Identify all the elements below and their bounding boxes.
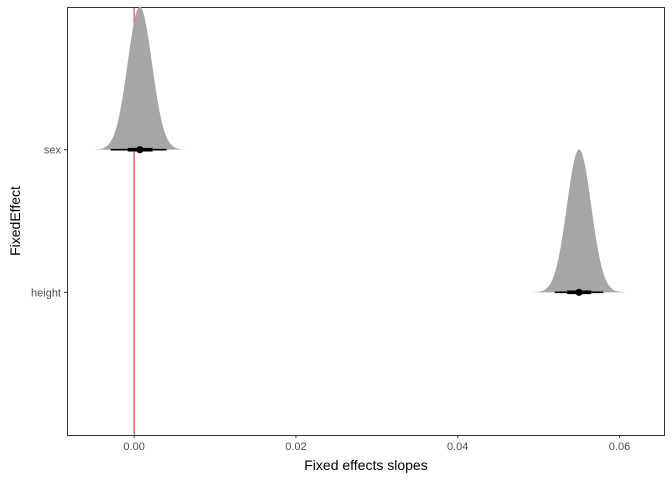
median-point-sex	[136, 146, 144, 154]
panel-border	[67, 7, 665, 436]
x-axis-title: Fixed effects slopes	[304, 457, 427, 473]
y-axis-title: FixedEffect	[7, 186, 23, 256]
x-tick-label-3: 0.06	[609, 441, 630, 453]
density-sex	[91, 6, 186, 150]
density-height	[532, 149, 626, 293]
y-tick-label-height: height	[31, 287, 61, 299]
median-point-height	[575, 288, 583, 296]
x-tick-label-2: 0.04	[447, 441, 468, 453]
x-tick-label-0: 0.00	[123, 441, 144, 453]
y-tick-label-sex: sex	[44, 145, 62, 157]
x-tick-label-1: 0.02	[285, 441, 306, 453]
